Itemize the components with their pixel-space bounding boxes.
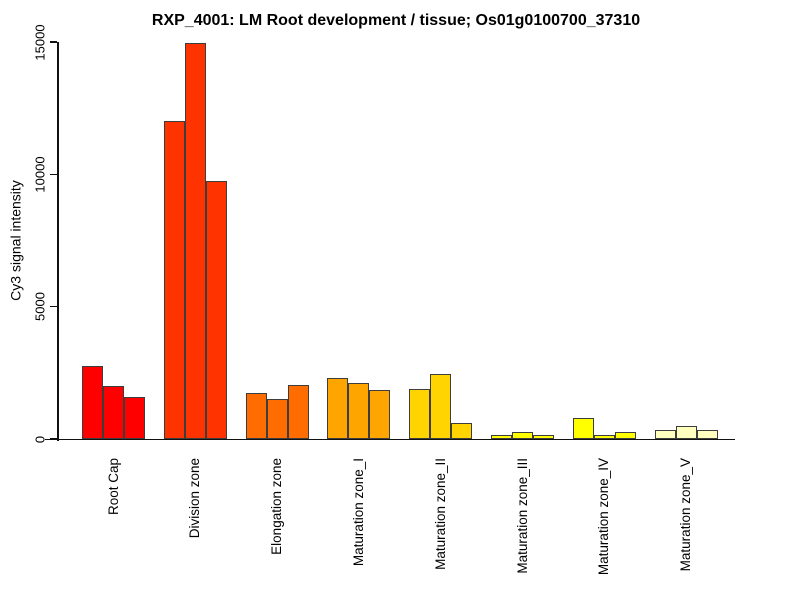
bar-maturation-zone-i-3 xyxy=(369,390,391,439)
bar-maturation-zone-ii-2 xyxy=(430,374,452,439)
x-category-label: Elongation zone xyxy=(269,458,285,555)
y-tick-label: 15000 xyxy=(32,23,48,61)
x-axis-line xyxy=(45,438,735,440)
y-tick-label: 5000 xyxy=(32,292,48,322)
y-tick-mark xyxy=(50,173,57,176)
y-tick-mark xyxy=(50,438,57,440)
y-tick-label: 10000 xyxy=(32,156,48,193)
x-category-label: Maturation zone_V xyxy=(678,458,694,572)
bar-root-cap-1 xyxy=(82,366,103,439)
bar-elongation-zone-2 xyxy=(266,399,288,439)
bar-maturation-zone-iii-3 xyxy=(533,435,554,439)
y-tick-mark xyxy=(50,305,57,308)
bar-root-cap-2 xyxy=(103,386,124,439)
bar-maturation-zone-v-2 xyxy=(675,425,697,439)
y-tick-mark xyxy=(50,41,57,43)
bar-maturation-zone-v-1 xyxy=(654,429,676,439)
bar-root-cap-3 xyxy=(124,396,145,439)
y-tick-label: 0 xyxy=(32,435,48,443)
bar-division-zone-2 xyxy=(184,43,206,439)
bar-maturation-zone-iv-2 xyxy=(593,435,615,439)
bar-maturation-zone-iii-1 xyxy=(491,435,512,439)
bar-maturation-zone-iv-1 xyxy=(572,417,594,439)
chart-title: RXP_4001: LM Root development / tissue; … xyxy=(151,12,641,29)
bar-maturation-zone-iii-2 xyxy=(512,432,533,439)
bar-maturation-zone-i-1 xyxy=(327,378,349,439)
y-axis-line xyxy=(57,42,59,441)
bar-maturation-zone-ii-3 xyxy=(451,423,473,439)
bar-maturation-zone-i-2 xyxy=(348,383,370,439)
x-category-label: Maturation zone_III xyxy=(514,458,530,574)
bar-maturation-zone-ii-1 xyxy=(409,388,431,439)
bar-elongation-zone-1 xyxy=(245,392,267,439)
x-category-label: Division zone xyxy=(187,458,203,539)
bar-division-zone-3 xyxy=(205,180,227,439)
x-category-label: Root Cap xyxy=(105,458,121,516)
bar-elongation-zone-3 xyxy=(287,384,309,439)
bar-division-zone-1 xyxy=(163,121,185,439)
bar-maturation-zone-v-3 xyxy=(696,429,718,439)
y-axis-title: Cy3 signal intensity xyxy=(7,180,24,301)
x-category-label: Maturation zone_IV xyxy=(596,458,612,576)
x-category-label: Maturation zone_II xyxy=(432,458,448,570)
bar-maturation-zone-iv-3 xyxy=(614,432,636,439)
x-category-label: Maturation zone_I xyxy=(350,458,366,567)
